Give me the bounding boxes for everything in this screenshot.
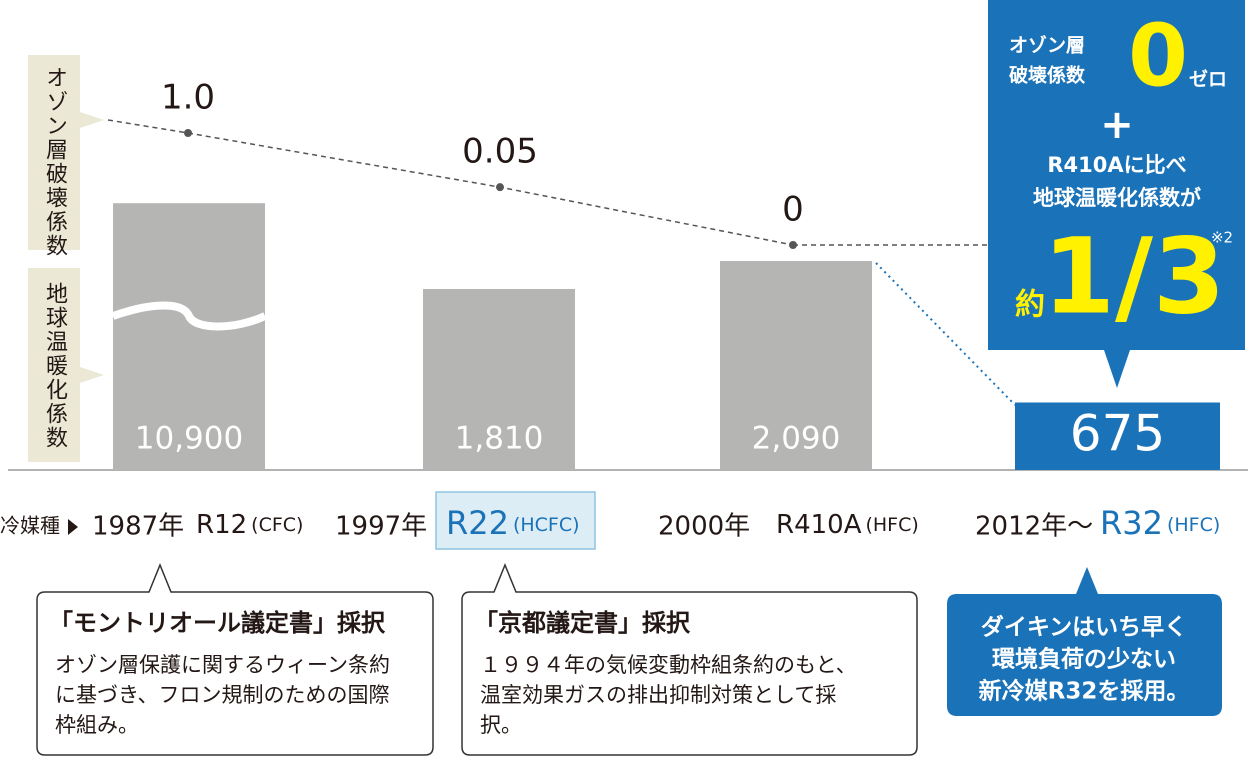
odp-label: 0 [782, 190, 804, 230]
note-box [461, 563, 918, 756]
x-tick-year: 2012年～ [975, 512, 1093, 542]
note-title: 「モントリオール議定書」採択 [49, 609, 386, 637]
x-tick-label: R22 (HCFC) [446, 504, 580, 542]
note-text: オゾン層保護に関するウィーン条約 [55, 653, 390, 677]
callout-box [988, 0, 1245, 388]
y-axis-label: 地球温暖化係数 [42, 282, 68, 450]
value-label: 675 [1070, 405, 1165, 463]
note-title: 「京都議定書」採択 [474, 609, 691, 637]
note-text: に基づき、フロン規制のための国際 [55, 683, 390, 707]
refrigerant-class: (CFC) [251, 514, 303, 536]
odp-point [184, 129, 192, 137]
bar [113, 203, 265, 470]
line-lead [107, 119, 189, 134]
x-tick-year: 1987年 [92, 512, 184, 542]
refrigerant-class: (HCFC) [513, 514, 580, 536]
value-label: 2,090 [752, 421, 841, 457]
refrigerant: R22 [446, 504, 509, 542]
value-label: 10,900 [135, 421, 243, 457]
callout-text: 破壊係数 [1009, 64, 1086, 87]
x-tick-label: R32 (HFC) [1100, 504, 1220, 542]
note-text: 新冷媒R32を採用。 [979, 678, 1190, 705]
note-text: 枠組み。 [55, 713, 139, 737]
odp-point [789, 241, 797, 249]
x-axis-label: 冷媒種 [0, 514, 60, 538]
bar [720, 261, 872, 470]
note-box [36, 563, 434, 756]
arrow [68, 519, 78, 535]
x-tick-year: 2000年 [658, 512, 750, 542]
odp-point [496, 183, 504, 192]
callout-plus: + [1100, 102, 1134, 148]
bar [423, 289, 575, 470]
bar [1015, 402, 1220, 470]
callout-ratio: 1/3 [1043, 215, 1226, 337]
callout-text: 約 [1015, 288, 1045, 323]
note-text: １９９４年の気候変動枠組条約のもと、 [480, 653, 857, 677]
highlight-box [435, 491, 596, 550]
refrigerant: R410A [776, 510, 862, 540]
note-box [947, 567, 1222, 716]
refrigerant-class: (HFC) [1167, 514, 1220, 536]
footnote: ※2 [1211, 229, 1233, 247]
value-label: 1,810 [455, 421, 544, 457]
odp-label: 1.0 [161, 78, 215, 118]
callout-text: 地球温暖化係数が [1033, 186, 1201, 210]
note-text: ダイキンはいち早く [981, 614, 1187, 641]
refrigerant-class: (HFC) [865, 514, 918, 536]
refrigerant: R12 [196, 510, 247, 540]
note-text: 択。 [480, 713, 522, 737]
note-text: 環境負荷の少ない [992, 646, 1176, 673]
axis-label-panel [28, 268, 104, 462]
callout-text: R410Aに比べ [1047, 153, 1186, 177]
x-tick-label: R410A (HFC) [776, 510, 919, 540]
refrigerant: R32 [1100, 504, 1163, 542]
note-text: 温室効果ガスの排出抑制対策として採 [480, 683, 836, 707]
bar-break [111, 301, 267, 331]
callout-text: オゾン層 [1009, 35, 1085, 57]
axis-label-panel [28, 55, 104, 250]
x-tick-label: R12 (CFC) [196, 510, 303, 540]
odp-label: 0.05 [462, 132, 538, 172]
callout-value: 0 [1128, 6, 1188, 106]
x-tick-year: 1997年 [335, 512, 427, 542]
callout-text: ゼロ [1189, 68, 1227, 91]
y2-axis-label: オゾン層破壊係数 [42, 66, 68, 258]
